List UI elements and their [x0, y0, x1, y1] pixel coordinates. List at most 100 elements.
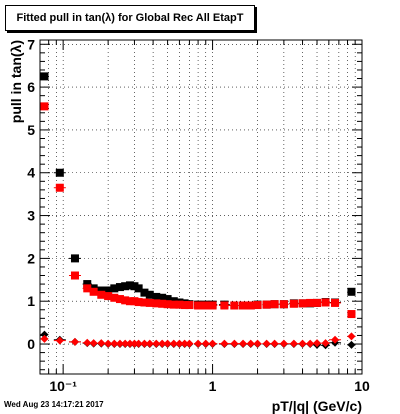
data-point — [97, 339, 106, 348]
data-point — [158, 339, 167, 348]
data-point — [134, 298, 143, 307]
y-tick-label: 2 — [27, 250, 35, 266]
data-point — [55, 336, 64, 345]
x-tick-label: 10⁻¹ — [49, 378, 77, 394]
x-tick-label: 10 — [354, 378, 370, 394]
chart-title: Fitted pull in tan(λ) for Global Rec All… — [5, 5, 255, 31]
data-point — [230, 339, 239, 348]
data-point — [313, 339, 322, 348]
data-point — [347, 287, 356, 296]
data-point — [83, 338, 92, 347]
data-point — [169, 339, 178, 348]
data-point — [140, 298, 149, 307]
data-point — [115, 283, 124, 292]
data-point — [163, 295, 172, 304]
data-point — [220, 301, 229, 310]
data-point — [83, 284, 92, 293]
data-point — [145, 298, 154, 307]
data-point — [152, 339, 161, 348]
data-point — [104, 292, 113, 301]
series-2 — [40, 102, 356, 319]
data-point — [115, 339, 124, 348]
data-point — [262, 339, 271, 348]
data-point — [130, 297, 139, 306]
data-point — [185, 301, 194, 310]
data-point — [140, 288, 149, 297]
x-tick-label: 1 — [209, 378, 217, 394]
data-point — [70, 271, 79, 280]
data-point — [83, 280, 92, 289]
data-point — [331, 335, 340, 344]
data-point — [239, 301, 248, 310]
data-point — [97, 286, 106, 295]
data-point — [110, 284, 119, 293]
data-point — [110, 293, 119, 302]
data-point — [121, 296, 130, 305]
data-point — [208, 339, 217, 348]
plot-frame — [39, 39, 363, 375]
y-axis-title: pull in tan(λ) — [8, 40, 24, 123]
data-point — [298, 339, 307, 348]
data-point — [40, 72, 49, 81]
y-tick-label: 4 — [27, 165, 35, 181]
data-point — [97, 290, 106, 299]
y-tick-label: 6 — [27, 79, 35, 95]
tick-labels: 10⁻¹ 1 10 0 1 2 3 4 5 6 7 — [27, 36, 370, 394]
data-point — [130, 282, 139, 291]
data-point — [55, 168, 64, 177]
data-point — [298, 299, 307, 308]
data-point — [347, 340, 356, 349]
data-point — [152, 292, 161, 301]
data-point — [163, 300, 172, 309]
data-point — [175, 339, 184, 348]
data-point — [152, 299, 161, 308]
data-point — [313, 298, 322, 307]
data-point — [289, 299, 298, 308]
data-series — [40, 72, 356, 350]
data-point — [194, 339, 203, 348]
data-point — [253, 301, 262, 310]
data-point — [121, 339, 130, 348]
data-point — [125, 281, 134, 290]
data-point — [163, 339, 172, 348]
data-point — [306, 298, 315, 307]
data-point — [201, 301, 210, 310]
data-point — [279, 300, 288, 309]
data-point — [104, 339, 113, 348]
data-point — [89, 339, 98, 348]
data-point — [158, 293, 167, 302]
data-point — [125, 339, 134, 348]
data-point — [70, 337, 79, 346]
data-point — [145, 339, 154, 348]
data-point — [230, 301, 239, 310]
data-point — [347, 310, 356, 319]
data-point — [104, 286, 113, 295]
data-point — [134, 284, 143, 293]
data-point — [130, 339, 139, 348]
data-point — [270, 339, 279, 348]
data-point — [220, 339, 229, 348]
data-point — [306, 339, 315, 348]
data-point — [115, 295, 124, 304]
grid-lines — [39, 40, 363, 374]
data-point — [70, 254, 79, 263]
data-point — [208, 301, 217, 310]
data-point — [201, 339, 210, 348]
data-point — [262, 300, 271, 309]
data-point — [246, 339, 255, 348]
y-tick-label: 0 — [27, 336, 35, 352]
y-tick-label: 5 — [27, 122, 35, 138]
data-point — [289, 339, 298, 348]
data-point — [121, 282, 130, 291]
data-point — [194, 301, 203, 310]
data-point — [347, 332, 356, 341]
data-point — [158, 299, 167, 308]
data-point — [140, 339, 149, 348]
data-point — [134, 339, 143, 348]
data-point — [321, 298, 330, 307]
data-point — [40, 330, 49, 339]
y-tick-label: 1 — [27, 293, 35, 309]
data-point — [185, 339, 194, 348]
data-point — [110, 339, 119, 348]
